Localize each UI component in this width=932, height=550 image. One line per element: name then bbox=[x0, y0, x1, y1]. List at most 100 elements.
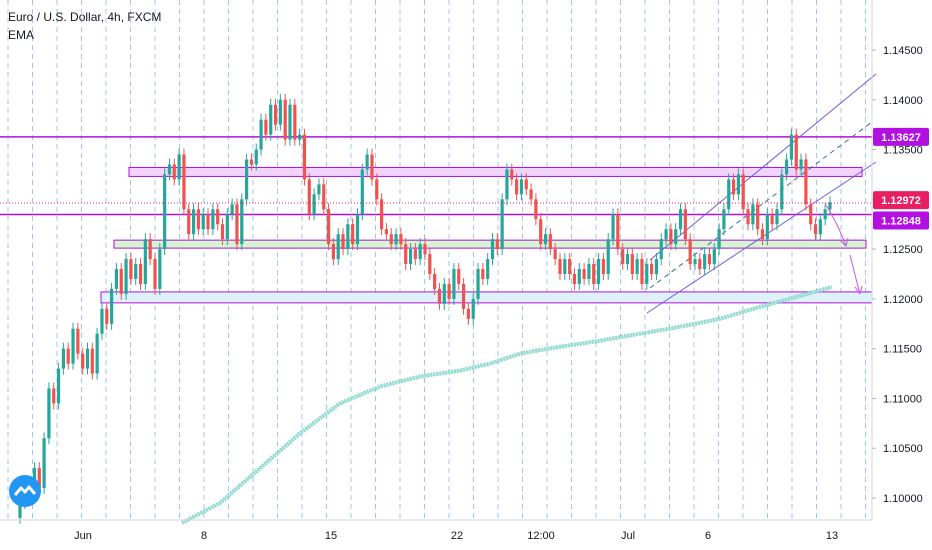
candle bbox=[375, 173, 379, 206]
candle-body bbox=[100, 308, 104, 334]
candle bbox=[587, 258, 591, 285]
candle bbox=[56, 362, 61, 410]
candle-body bbox=[568, 259, 572, 274]
candle bbox=[698, 253, 702, 275]
time-tick-label: 8 bbox=[201, 530, 207, 542]
candle-body bbox=[500, 199, 504, 250]
candle-body bbox=[143, 239, 147, 284]
candle-body bbox=[269, 104, 273, 135]
candle-body bbox=[346, 224, 350, 250]
candle bbox=[625, 248, 630, 271]
price-tick-label: 1.12500 bbox=[883, 244, 923, 256]
price-axis[interactable]: 1.145001.140001.135001.130001.125001.120… bbox=[872, 45, 923, 505]
candle-body bbox=[326, 209, 331, 245]
candle-body bbox=[553, 249, 557, 260]
candle bbox=[582, 263, 586, 285]
projection-arrows bbox=[825, 204, 863, 295]
candle bbox=[177, 148, 181, 186]
candle bbox=[384, 223, 389, 241]
candle-body bbox=[606, 239, 610, 274]
candle-body bbox=[635, 259, 639, 274]
candle bbox=[645, 258, 649, 290]
time-tick-label: 15 bbox=[325, 530, 337, 542]
candle bbox=[505, 163, 509, 206]
candle-body bbox=[95, 333, 99, 374]
candle-body bbox=[42, 438, 46, 489]
candle-body bbox=[105, 308, 109, 324]
candle-body bbox=[317, 184, 321, 195]
candle bbox=[312, 188, 316, 221]
candle-body bbox=[351, 224, 355, 245]
candle bbox=[81, 347, 85, 375]
candle-body bbox=[452, 269, 456, 299]
candle bbox=[447, 277, 451, 305]
candle-body bbox=[519, 179, 524, 195]
candle-body bbox=[543, 234, 548, 245]
candle-body bbox=[539, 219, 543, 245]
candle-body bbox=[621, 249, 625, 265]
candle-body bbox=[293, 104, 297, 140]
candle bbox=[794, 128, 798, 176]
candle-body bbox=[81, 353, 85, 369]
candle bbox=[134, 258, 138, 285]
candle-body bbox=[220, 224, 225, 240]
candle bbox=[182, 148, 186, 216]
candle bbox=[254, 143, 258, 171]
candle-body bbox=[804, 159, 808, 205]
candle-body bbox=[515, 179, 519, 195]
price-tick-label: 1.10500 bbox=[883, 443, 923, 455]
tradingview-logo-icon[interactable] bbox=[8, 474, 42, 508]
candle bbox=[712, 243, 716, 271]
candle bbox=[785, 153, 789, 181]
candle-body bbox=[182, 154, 186, 210]
candle bbox=[360, 163, 364, 221]
candle bbox=[616, 208, 620, 256]
candle bbox=[500, 193, 504, 256]
candle bbox=[269, 98, 273, 141]
candle-body bbox=[196, 209, 200, 230]
candle bbox=[577, 263, 581, 290]
candle bbox=[751, 198, 755, 231]
candle-body bbox=[823, 209, 827, 220]
candle bbox=[524, 173, 528, 196]
candle-body bbox=[611, 214, 615, 240]
time-tick-label: 12:00 bbox=[527, 530, 555, 542]
symbol-title[interactable]: Euro / U.S. Dollar, 4h, FXCM bbox=[8, 10, 162, 24]
candle bbox=[216, 203, 220, 231]
candle bbox=[158, 243, 162, 295]
candle bbox=[206, 208, 210, 236]
candle bbox=[196, 203, 200, 236]
support-resistance-zones bbox=[0, 136, 873, 304]
time-axis[interactable]: Jun 8 15 22 12:00 Jul 6 13 bbox=[74, 530, 838, 542]
candle bbox=[476, 263, 480, 305]
candle-body bbox=[756, 204, 760, 230]
candle bbox=[770, 208, 774, 231]
indicator-label[interactable]: EMA bbox=[8, 28, 35, 42]
candle-body bbox=[765, 214, 769, 240]
candle-body bbox=[114, 269, 119, 289]
candle bbox=[211, 203, 215, 236]
candle-body bbox=[177, 154, 181, 180]
candle-body bbox=[698, 259, 702, 270]
candle-body bbox=[809, 204, 813, 225]
candle-body bbox=[423, 244, 427, 255]
price-label-badge bbox=[873, 127, 929, 146]
candle-body bbox=[331, 244, 335, 260]
candle bbox=[775, 203, 779, 231]
candle bbox=[100, 302, 104, 340]
candle bbox=[235, 198, 239, 251]
candle bbox=[129, 253, 133, 285]
candle-body bbox=[341, 234, 345, 250]
candle bbox=[765, 208, 769, 246]
candle-body bbox=[336, 234, 340, 260]
candle-body bbox=[245, 159, 249, 200]
candle bbox=[688, 233, 692, 271]
candle bbox=[428, 248, 432, 280]
price-tick-label: 1.10000 bbox=[883, 493, 923, 505]
candle bbox=[249, 153, 254, 171]
candle-body bbox=[678, 209, 683, 230]
candle bbox=[110, 282, 114, 330]
candle bbox=[669, 223, 673, 251]
candle bbox=[736, 168, 740, 201]
